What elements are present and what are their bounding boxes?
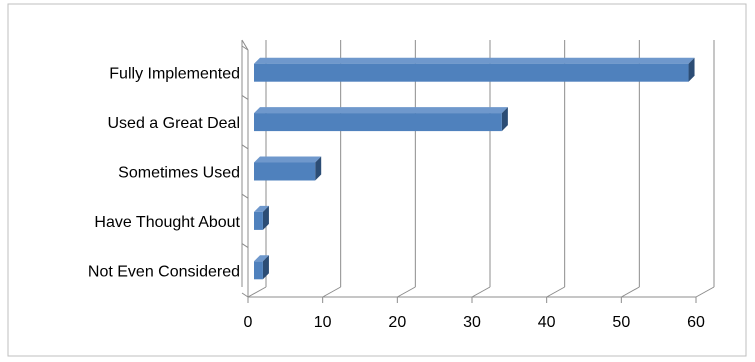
gridline-floor <box>546 286 565 298</box>
bar-front <box>254 162 316 181</box>
bars <box>254 57 695 280</box>
x-tick-label: 50 <box>612 314 630 331</box>
bar-side <box>688 57 695 82</box>
y-tick-mark <box>241 193 249 199</box>
category-label: Used a Great Deal <box>107 115 240 132</box>
labels: Fully Implemented Used a Great Deal Someti… <box>88 66 705 331</box>
bar-front <box>254 261 263 280</box>
gridline-floor <box>322 286 341 298</box>
bar-front <box>254 113 502 132</box>
x-tick-label: 60 <box>687 314 705 331</box>
axes <box>241 39 697 303</box>
bar-top <box>254 57 695 64</box>
y-tick-mark <box>241 94 249 100</box>
category-label: Not Even Considered <box>88 263 240 280</box>
bar-top <box>254 205 269 212</box>
y-tick-mark <box>241 45 249 51</box>
x-tick-label: 30 <box>463 314 481 331</box>
bar-side <box>501 107 508 132</box>
bar-side <box>262 255 269 280</box>
bar <box>254 107 508 132</box>
bar <box>254 205 269 230</box>
bar-side <box>315 156 322 181</box>
y-axis-top <box>241 39 249 51</box>
gridline-floor <box>695 286 715 298</box>
x-tick-label: 10 <box>314 314 332 331</box>
category-label: Fully Implemented <box>109 66 240 83</box>
bar-front <box>254 63 689 82</box>
x-tick-label: 0 <box>244 314 253 331</box>
category-label: Have Thought About <box>94 214 240 231</box>
bar-top <box>254 255 269 262</box>
gridline-floor <box>621 286 640 298</box>
y-tick-mark <box>241 292 249 298</box>
bar <box>254 255 269 280</box>
y-tick-mark <box>241 243 249 249</box>
gridline-floor <box>247 286 267 298</box>
y-tick-mark <box>241 144 249 150</box>
bar-top <box>254 107 508 114</box>
bar <box>254 156 322 181</box>
category-label: Sometimes Used <box>118 165 240 182</box>
gridline-floor <box>397 286 416 298</box>
bar <box>254 57 695 82</box>
x-tick-label: 40 <box>538 314 556 331</box>
x-tick-label: 20 <box>388 314 406 331</box>
gridline-floor <box>471 286 491 298</box>
bar-front <box>254 211 263 230</box>
bar-side <box>262 205 269 230</box>
bar-top <box>254 156 322 163</box>
